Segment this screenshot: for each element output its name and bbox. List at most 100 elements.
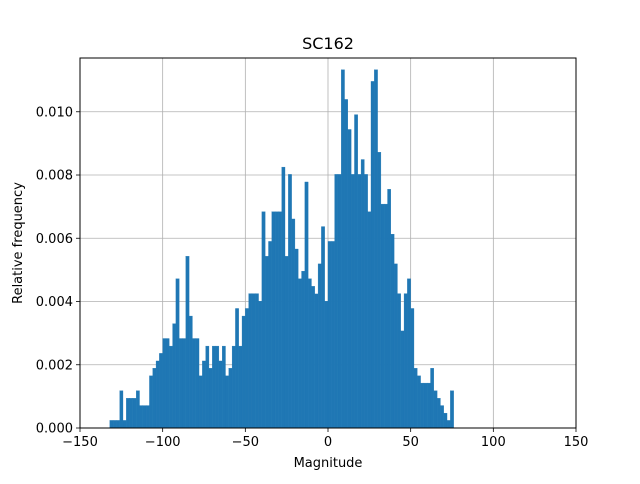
histogram-bar — [155, 360, 160, 429]
histogram-bar — [145, 405, 150, 429]
histogram-bar — [169, 345, 173, 429]
histogram-bar — [268, 241, 272, 429]
histogram-bar — [341, 69, 345, 429]
y-axis-label: Relative frequency — [11, 182, 26, 304]
x-tick-label: 100 — [481, 435, 506, 450]
histogram-bar — [235, 308, 239, 429]
histogram-bar — [142, 405, 147, 429]
histogram-bar — [222, 345, 226, 429]
histogram-bar — [248, 293, 253, 429]
histogram-bar — [410, 308, 415, 429]
histogram-bar — [433, 390, 438, 429]
x-tick-label: −150 — [62, 435, 98, 450]
histogram-bar — [182, 338, 186, 429]
x-tick-label: 0 — [324, 435, 332, 450]
histogram-bar — [136, 390, 140, 429]
histogram-bar — [347, 129, 352, 429]
histogram-bar — [218, 360, 223, 429]
histogram-bar — [116, 420, 120, 429]
chart-title: SC162 — [302, 34, 354, 53]
bars — [109, 69, 454, 429]
histogram-bar — [245, 308, 249, 429]
histogram-bar — [344, 99, 348, 429]
histogram-bar — [208, 368, 213, 429]
histogram-bar — [132, 398, 137, 429]
histogram-bar — [112, 420, 117, 429]
histogram-bar — [430, 368, 434, 429]
x-tick-label: −100 — [145, 435, 181, 450]
histogram-bar — [440, 405, 444, 429]
histogram-bar — [417, 375, 421, 429]
histogram-bar — [387, 189, 391, 429]
y-tick-label: 0.006 — [36, 232, 73, 247]
histogram-bar — [393, 263, 398, 429]
histogram-bar — [198, 375, 203, 429]
histogram-bar — [384, 203, 388, 429]
histogram-bar — [334, 174, 339, 429]
histogram-bar — [436, 398, 441, 429]
histogram-bar — [261, 211, 266, 429]
histogram-bar — [212, 345, 216, 429]
histogram-bar — [403, 293, 408, 429]
histogram-bar — [265, 256, 269, 429]
histogram-bar — [317, 263, 322, 429]
histogram-bar — [228, 368, 233, 429]
histogram-bar — [165, 338, 170, 429]
histogram-bar — [367, 211, 372, 429]
histogram-bar — [284, 256, 289, 429]
histogram-bar — [370, 81, 375, 429]
y-tick-label: 0.010 — [36, 105, 73, 120]
histogram-bar — [427, 382, 431, 429]
histogram-bar — [308, 278, 312, 429]
histogram-bar — [188, 315, 193, 429]
histogram-bar — [407, 278, 411, 429]
histogram-bar — [327, 241, 332, 429]
histogram-bar — [122, 420, 127, 429]
histogram-bar — [179, 338, 183, 429]
histogram-bar — [314, 293, 319, 429]
histogram-bar — [288, 174, 292, 429]
x-tick-label: 150 — [564, 435, 589, 450]
histogram-bar — [298, 278, 302, 429]
histogram-bar — [413, 368, 418, 429]
ticks: −150 −100 −50 0 50 100 150 0.000 0.002 0.004 0.006… — [36, 105, 589, 450]
histogram-bar — [423, 382, 428, 429]
histogram-bar — [350, 174, 355, 429]
histogram-bar — [192, 338, 196, 429]
histogram-bar — [374, 69, 378, 429]
histogram-bar — [281, 166, 286, 429]
histogram-bar — [278, 211, 282, 429]
histogram-bar — [331, 241, 335, 429]
histogram-bar — [397, 293, 401, 429]
x-tick-label: 50 — [402, 435, 419, 450]
histogram-bar — [119, 390, 124, 429]
histogram-bar — [380, 203, 385, 429]
histogram-bar — [238, 345, 243, 429]
histogram-bar — [354, 114, 358, 429]
histogram-bar — [185, 256, 190, 429]
histogram-bar — [291, 218, 296, 429]
histogram-bar — [202, 360, 206, 429]
histogram-bar — [251, 293, 256, 429]
histogram-bar — [360, 159, 365, 429]
histogram-bar — [337, 174, 342, 429]
histogram-bar — [205, 345, 210, 429]
histogram-bar — [324, 301, 329, 429]
y-tick-label: 0.000 — [36, 422, 73, 437]
histogram-bar — [241, 315, 246, 429]
histogram-bar — [357, 174, 362, 429]
histogram-bar — [215, 345, 220, 429]
histogram-bar — [162, 338, 167, 429]
histogram-bar — [420, 382, 425, 429]
histogram-bar — [225, 375, 229, 429]
histogram-bar — [304, 181, 309, 429]
histogram-bar — [175, 278, 180, 429]
histogram-bar — [274, 211, 279, 429]
y-tick-label: 0.004 — [36, 295, 73, 310]
histogram-bar — [129, 398, 134, 429]
histogram-bar — [126, 398, 130, 429]
histogram-bar — [294, 248, 299, 429]
histogram-bar — [271, 211, 276, 429]
